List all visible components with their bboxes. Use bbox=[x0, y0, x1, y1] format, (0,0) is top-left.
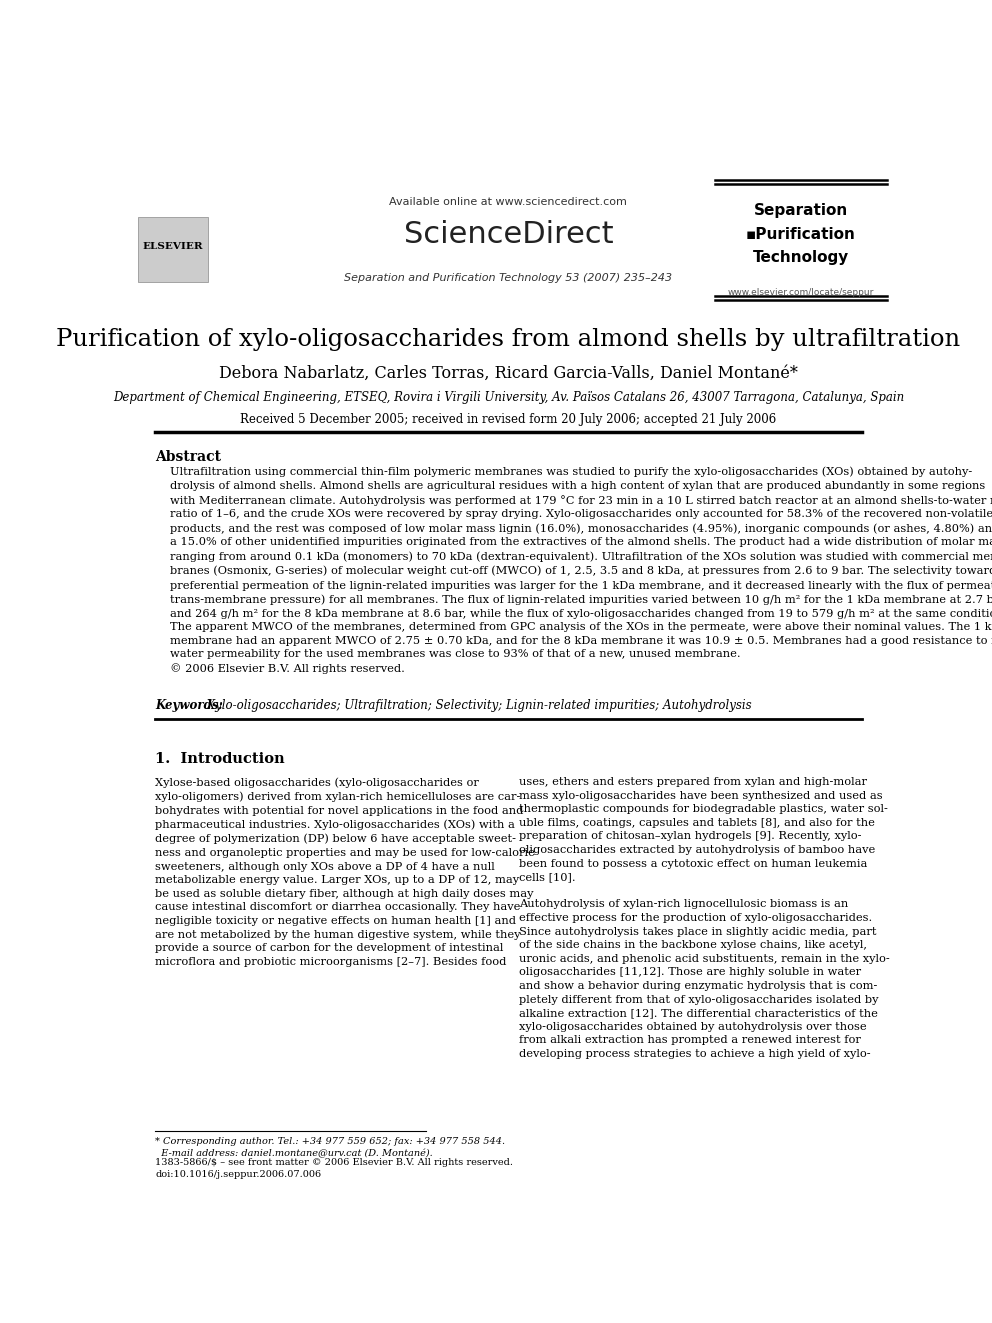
Text: ELSEVIER: ELSEVIER bbox=[143, 242, 203, 251]
Text: Department of Chemical Engineering, ETSEQ, Rovira i Virgili University, Av. Païs: Department of Chemical Engineering, ETSE… bbox=[113, 392, 904, 405]
Text: Technology: Technology bbox=[753, 250, 849, 265]
Text: Separation and Purification Technology 53 (2007) 235–243: Separation and Purification Technology 5… bbox=[344, 273, 673, 283]
Text: uses, ethers and esters prepared from xylan and high-molar
mass xylo-oligosaccha: uses, ethers and esters prepared from xy… bbox=[519, 777, 890, 1060]
Text: * Corresponding author. Tel.: +34 977 559 652; fax: +34 977 558 544.
  E-mail ad: * Corresponding author. Tel.: +34 977 55… bbox=[155, 1136, 505, 1158]
Text: 1.  Introduction: 1. Introduction bbox=[155, 751, 285, 766]
Bar bbox=[138, 217, 207, 282]
Text: Xylose-based oligosaccharides (xylo-oligosaccharides or
xylo-oligomers) derived : Xylose-based oligosaccharides (xylo-olig… bbox=[155, 777, 535, 967]
Text: Available online at www.sciencedirect.com: Available online at www.sciencedirect.co… bbox=[390, 197, 627, 208]
Text: 1383-5866/$ – see front matter © 2006 Elsevier B.V. All rights reserved.
doi:10.: 1383-5866/$ – see front matter © 2006 El… bbox=[155, 1158, 513, 1179]
Text: www.elsevier.com/locate/seppur: www.elsevier.com/locate/seppur bbox=[727, 288, 874, 298]
Text: Xylo-oligosaccharides; Ultrafiltration; Selectivity; Lignin-related impurities; : Xylo-oligosaccharides; Ultrafiltration; … bbox=[203, 700, 752, 712]
Text: Abstract: Abstract bbox=[155, 450, 221, 464]
Text: ▪Purification: ▪Purification bbox=[746, 226, 855, 242]
Text: ScienceDirect: ScienceDirect bbox=[404, 221, 613, 249]
Text: Purification of xylo-oligosaccharides from almond shells by ultrafiltration: Purification of xylo-oligosaccharides fr… bbox=[57, 328, 960, 351]
Text: Keywords:: Keywords: bbox=[155, 700, 223, 712]
Text: Debora Nabarlatz, Carles Torras, Ricard Garcia-Valls, Daniel Montané*: Debora Nabarlatz, Carles Torras, Ricard … bbox=[219, 365, 798, 382]
Text: Ultrafiltration using commercial thin-film polymeric membranes was studied to pu: Ultrafiltration using commercial thin-fi… bbox=[171, 467, 992, 675]
Text: Separation: Separation bbox=[754, 204, 848, 218]
Text: Received 5 December 2005; received in revised form 20 July 2006; accepted 21 Jul: Received 5 December 2005; received in re… bbox=[240, 413, 777, 426]
